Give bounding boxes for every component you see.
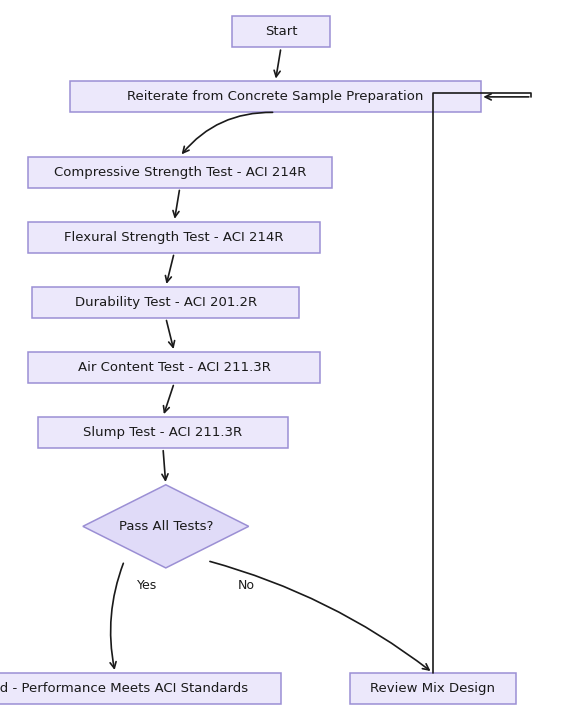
FancyBboxPatch shape (70, 81, 481, 112)
FancyBboxPatch shape (28, 352, 320, 383)
Text: Start: Start (265, 25, 297, 38)
FancyBboxPatch shape (32, 286, 299, 318)
Polygon shape (83, 484, 248, 568)
Text: End - Performance Meets ACI Standards: End - Performance Meets ACI Standards (0, 682, 248, 695)
FancyBboxPatch shape (28, 156, 332, 187)
Text: Slump Test - ACI 211.3R: Slump Test - ACI 211.3R (83, 426, 243, 439)
Text: Air Content Test - ACI 211.3R: Air Content Test - ACI 211.3R (78, 361, 271, 374)
FancyBboxPatch shape (28, 221, 320, 252)
Text: Reiterate from Concrete Sample Preparation: Reiterate from Concrete Sample Preparati… (127, 90, 424, 103)
Text: No: No (238, 580, 255, 592)
FancyBboxPatch shape (232, 16, 330, 47)
Text: Durability Test - ACI 201.2R: Durability Test - ACI 201.2R (75, 296, 257, 309)
Text: Review Mix Design: Review Mix Design (370, 682, 495, 695)
Text: Yes: Yes (137, 580, 157, 592)
Text: Compressive Strength Test - ACI 214R: Compressive Strength Test - ACI 214R (53, 166, 306, 179)
Text: Flexural Strength Test - ACI 214R: Flexural Strength Test - ACI 214R (65, 231, 284, 244)
FancyBboxPatch shape (0, 672, 281, 704)
Text: Pass All Tests?: Pass All Tests? (119, 520, 213, 533)
FancyBboxPatch shape (350, 672, 516, 704)
FancyBboxPatch shape (38, 416, 288, 448)
